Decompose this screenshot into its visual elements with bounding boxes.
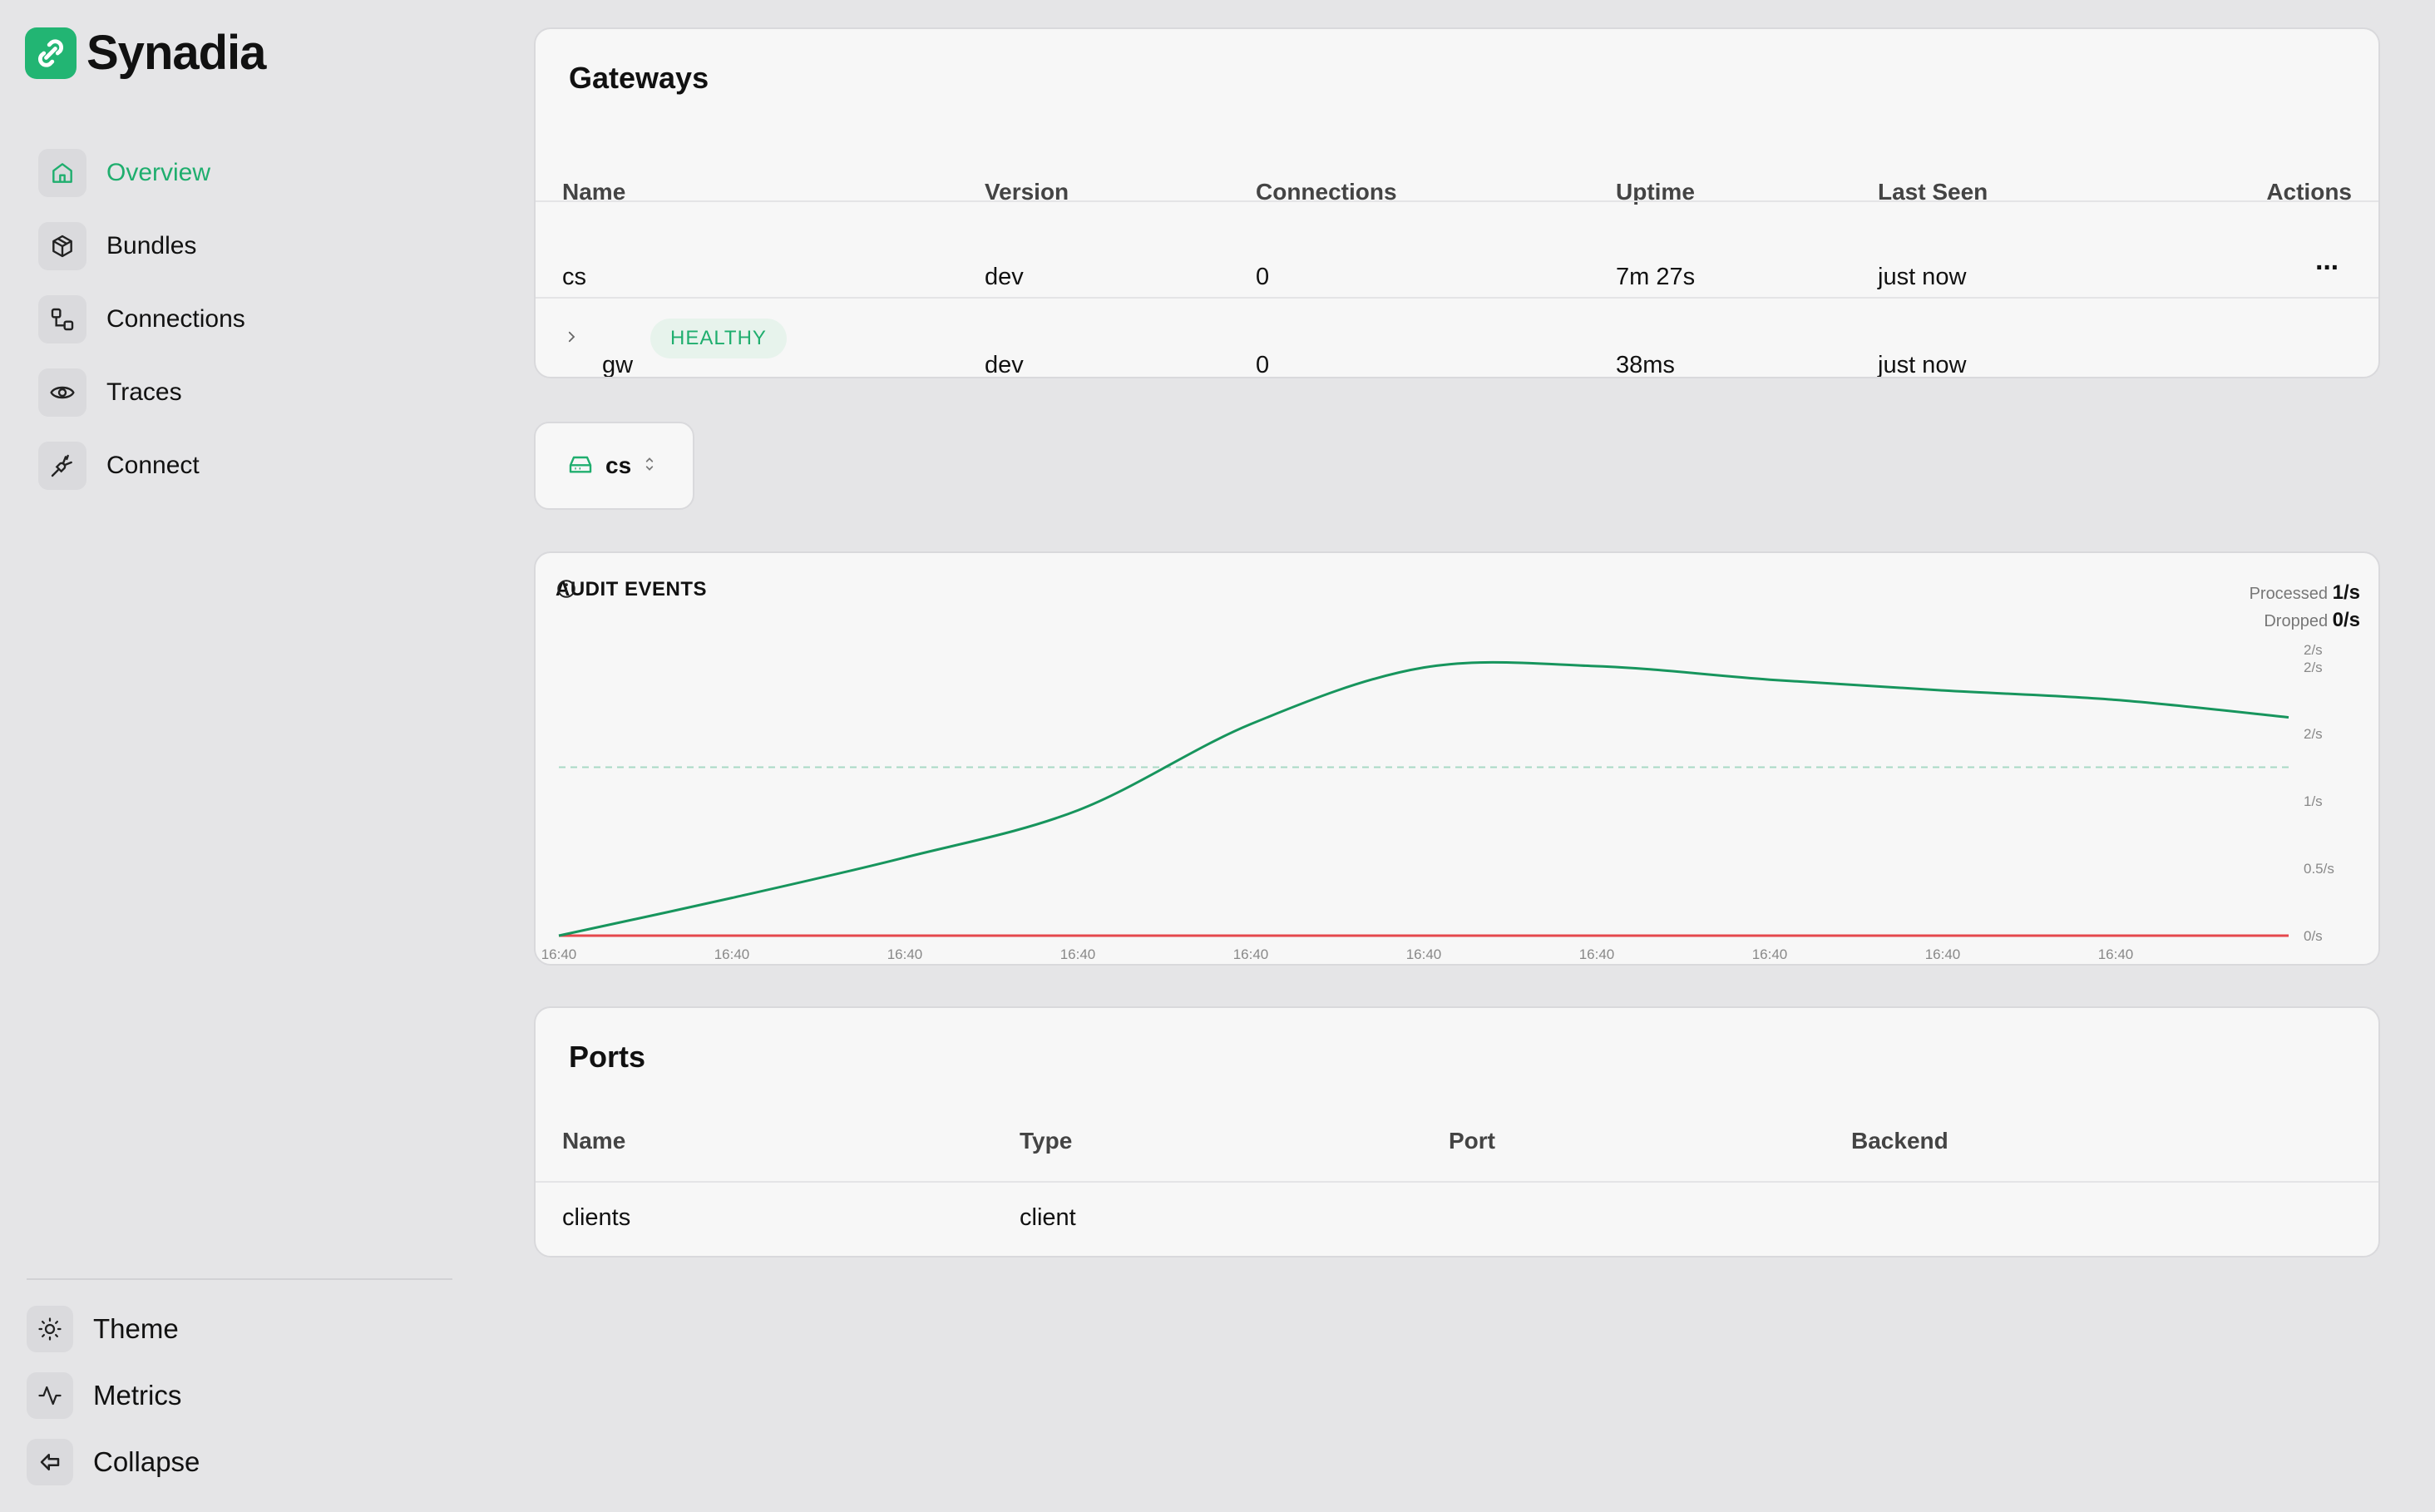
gateway-connections: 0 <box>1256 264 1270 290</box>
gateway-uptime: 38ms <box>1616 352 1675 378</box>
sidebar-item-label: Connections <box>106 305 245 333</box>
gateway-selector[interactable]: cs <box>534 422 694 510</box>
sidebar-item-connect[interactable]: Connect <box>38 441 454 491</box>
audit-title: AUDIT EVENTS <box>556 578 715 601</box>
sidebar-item-overview[interactable]: Overview <box>38 148 454 198</box>
audit-events-chart: 0/s 0.5/s 1/s 2/s 2/s 2/s 16:40 16:40 16:40 16:40… <box>541 642 2334 962</box>
ports-title: Ports <box>569 1040 646 1074</box>
row-divider <box>536 297 2378 299</box>
collapse-label: Collapse <box>93 1446 200 1477</box>
home-icon <box>38 149 86 197</box>
sidebar: Synadia Overview Bundles Connections <box>0 0 482 1512</box>
x-tick-label: 16:40 <box>2098 946 2134 962</box>
series-line-processed <box>558 660 2289 937</box>
column-header-type: Type <box>1020 1128 1073 1154</box>
metrics-button[interactable]: Metrics <box>27 1371 442 1420</box>
x-tick-label: 16:40 <box>1233 946 1269 962</box>
y-tick-label: 1/s <box>2304 793 2323 809</box>
x-tick-label: 16:40 <box>1060 946 1096 962</box>
column-header-version: Version <box>985 179 1069 205</box>
processed-label: Processed <box>2249 585 2329 603</box>
collapse-icon <box>27 1439 73 1485</box>
gateways-card: Gateways Name Version Connections Uptime… <box>534 27 2380 378</box>
gateway-version: dev <box>985 264 1024 290</box>
column-header-last-seen: Last Seen <box>1878 179 1988 205</box>
y-tick-label: 0/s <box>2304 928 2323 944</box>
server-icon <box>567 451 594 482</box>
sidebar-divider <box>27 1278 452 1280</box>
audit-title-text: AUDIT EVENTS <box>556 578 708 600</box>
audit-events-card: AUDIT EVENTS Processed 1/s Dropped 0/s 0… <box>534 551 2380 966</box>
theme-button[interactable]: Theme <box>27 1305 442 1353</box>
plug-icon <box>38 442 86 490</box>
sidebar-item-label: Overview <box>106 159 211 186</box>
column-header-port: Port <box>1449 1128 1495 1154</box>
theme-label: Theme <box>93 1313 179 1344</box>
chevron-up-down-icon <box>643 455 656 477</box>
chevron-right-icon[interactable] <box>564 324 579 351</box>
connections-icon <box>38 295 86 343</box>
legend-processed: Processed 1/s <box>2250 580 2360 607</box>
column-header-name: Name <box>562 1128 626 1154</box>
y-tick-label: 0.5/s <box>2304 861 2334 877</box>
x-tick-label: 16:40 <box>541 946 577 962</box>
ports-card: Ports Name Type Port Backend clients cli… <box>534 1006 2380 1258</box>
row-actions-button[interactable]: ··· <box>2315 252 2340 284</box>
sidebar-nav: Overview Bundles Connections Traces <box>38 148 454 514</box>
sidebar-item-label: Connect <box>106 452 200 479</box>
port-name: clients <box>562 1204 631 1231</box>
legend-dropped: Dropped 0/s <box>2250 607 2360 635</box>
column-header-actions: Actions <box>2266 179 2352 205</box>
x-tick-label: 16:40 <box>1752 946 1788 962</box>
dropped-value: 0/s <box>2332 609 2360 631</box>
column-header-connections: Connections <box>1256 179 1397 205</box>
row-divider <box>536 1181 2378 1183</box>
sun-icon <box>27 1306 73 1352</box>
y-tick-label: 2/s <box>2304 726 2323 742</box>
gateways-title: Gateways <box>569 61 709 95</box>
column-header-backend: Backend <box>1851 1128 1948 1154</box>
x-tick-label: 16:40 <box>1925 946 1961 962</box>
chart-legend: Processed 1/s Dropped 0/s <box>2250 580 2360 635</box>
synadia-logo-icon <box>25 27 77 79</box>
eye-icon <box>38 368 86 417</box>
gateway-version: dev <box>985 352 1024 378</box>
sidebar-bottom-nav: Theme Metrics Collapse <box>27 1305 442 1505</box>
gateway-last-seen: just now <box>1878 352 1967 378</box>
row-divider <box>536 200 2378 202</box>
column-header-name: Name <box>562 179 626 205</box>
selector-value: cs <box>605 452 632 478</box>
activity-icon <box>27 1372 73 1419</box>
x-tick-label: 16:40 <box>1406 946 1442 962</box>
gateway-name: gw <box>602 352 634 378</box>
status-badge: HEALTHY <box>650 319 787 358</box>
x-tick-label: 16:40 <box>887 946 923 962</box>
collapse-button[interactable]: Collapse <box>27 1438 442 1486</box>
gateway-connections: 0 <box>1256 352 1270 378</box>
y-tick-label: 2/s <box>2304 660 2323 675</box>
sidebar-item-label: Traces <box>106 378 182 406</box>
processed-value: 1/s <box>2332 581 2360 604</box>
column-header-uptime: Uptime <box>1616 179 1695 205</box>
sidebar-item-label: Bundles <box>106 232 197 259</box>
gateway-name: cs <box>562 264 586 290</box>
dropped-label: Dropped <box>2264 612 2329 630</box>
metrics-label: Metrics <box>93 1380 182 1411</box>
sidebar-item-bundles[interactable]: Bundles <box>38 221 454 271</box>
x-tick-label: 16:40 <box>1579 946 1615 962</box>
port-type: client <box>1020 1204 1076 1231</box>
gateway-last-seen: just now <box>1878 264 1967 290</box>
gateway-uptime: 7m 27s <box>1616 264 1696 290</box>
sidebar-item-traces[interactable]: Traces <box>38 368 454 418</box>
sidebar-item-connections[interactable]: Connections <box>38 294 454 344</box>
y-tick-label: 2/s <box>2304 642 2323 658</box>
x-tick-label: 16:40 <box>714 946 750 962</box>
package-icon <box>38 222 86 270</box>
brand-name: Synadia <box>86 26 266 80</box>
brand[interactable]: Synadia <box>25 25 266 81</box>
